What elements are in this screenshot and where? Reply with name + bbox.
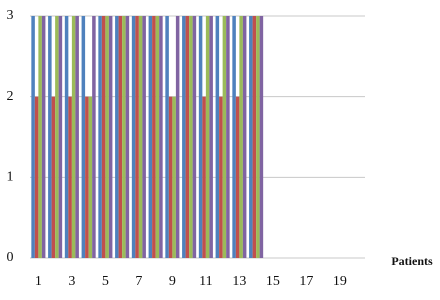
- bar: [209, 16, 213, 258]
- x-tick-label: 1: [35, 274, 42, 289]
- bar: [118, 16, 123, 258]
- bar: [148, 16, 153, 258]
- bar: [175, 16, 180, 258]
- bar: [85, 96, 89, 259]
- bar: [92, 16, 96, 258]
- bar: [256, 16, 260, 258]
- x-tick-label: 13: [232, 274, 246, 289]
- bar: [182, 16, 186, 258]
- bar: [185, 16, 190, 258]
- bar: [226, 16, 230, 258]
- y-tick-label: 3: [7, 8, 14, 23]
- bar: [249, 16, 253, 258]
- bar: [64, 16, 69, 258]
- bar: [155, 16, 160, 258]
- bar: [239, 16, 243, 258]
- x-tick-label: 7: [135, 274, 142, 289]
- bar: [198, 16, 203, 258]
- x-tick-label: 17: [299, 274, 313, 289]
- bar: [58, 16, 63, 258]
- bar: [105, 16, 109, 258]
- bar: [159, 16, 163, 258]
- x-tick-label: 9: [169, 274, 176, 289]
- bar: [131, 16, 136, 258]
- bar: [168, 96, 173, 259]
- bar: [122, 16, 126, 258]
- bar: [75, 16, 79, 258]
- bar: [235, 96, 240, 259]
- x-tick-label: 5: [102, 274, 109, 289]
- bar: [142, 16, 146, 258]
- bar: [34, 96, 39, 259]
- bar: [215, 16, 220, 258]
- y-tick-label: 1: [7, 170, 14, 185]
- bar: [81, 16, 86, 258]
- bar: [135, 16, 139, 258]
- bar: [48, 16, 52, 258]
- bar: [138, 16, 143, 258]
- bar: [202, 96, 206, 259]
- x-axis-label: Patients: [391, 254, 433, 268]
- bar: [165, 16, 169, 258]
- bar: [232, 16, 236, 258]
- bar: [115, 16, 119, 258]
- bar: [71, 16, 76, 258]
- bar: [125, 16, 130, 258]
- x-tick-label: 15: [266, 274, 280, 289]
- bar: [51, 96, 56, 259]
- y-tick-label: 2: [7, 89, 14, 104]
- bar: [31, 16, 35, 258]
- x-tick-label: 11: [199, 274, 212, 289]
- bar: [108, 16, 113, 258]
- bar: [172, 96, 176, 259]
- bar: [38, 16, 42, 258]
- bar: [98, 16, 102, 258]
- bar: [219, 96, 223, 259]
- x-tick-label: 19: [333, 274, 347, 289]
- bar: [242, 16, 247, 258]
- bar: [41, 16, 46, 258]
- x-tick-label: 3: [68, 274, 75, 289]
- bar: [68, 96, 72, 259]
- bar: [55, 16, 59, 258]
- bar: [192, 16, 197, 258]
- bar: [259, 16, 264, 258]
- bar: [205, 16, 210, 258]
- bar: [252, 16, 257, 258]
- bar: [88, 96, 93, 259]
- bar: [189, 16, 193, 258]
- bar: [152, 16, 156, 258]
- bar: [101, 16, 106, 258]
- y-tick-label: 0: [7, 250, 14, 265]
- bar: [222, 16, 227, 258]
